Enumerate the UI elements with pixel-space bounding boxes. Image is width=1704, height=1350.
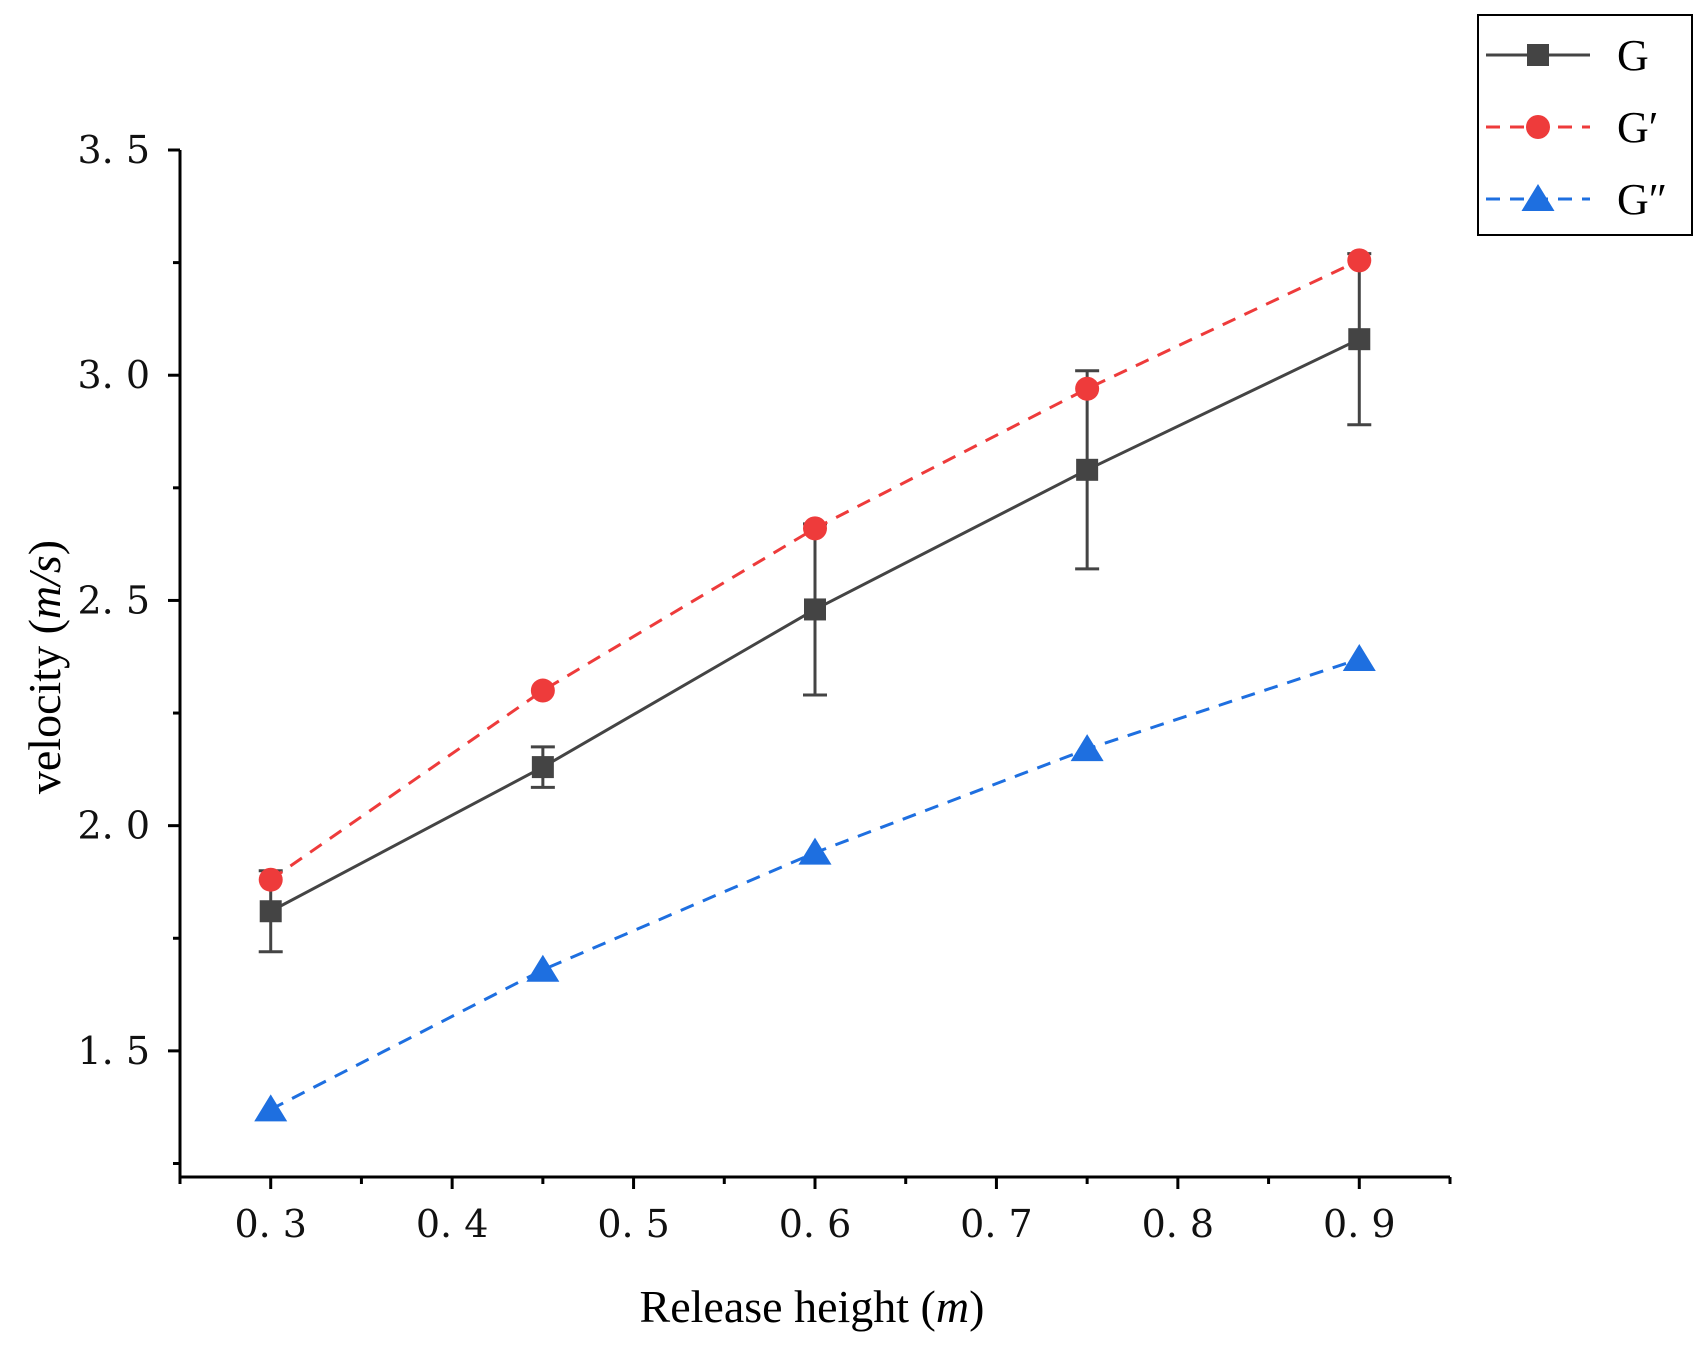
x-tick-label: 0. 9 bbox=[1323, 1202, 1396, 1246]
data-point bbox=[254, 1094, 288, 1122]
x-tick-label: 0. 4 bbox=[416, 1202, 489, 1246]
y-tick-label: 3. 0 bbox=[77, 353, 150, 397]
y-tick-label: 1. 5 bbox=[77, 1029, 150, 1073]
x-tick-label: 0. 8 bbox=[1142, 1202, 1215, 1246]
series-1 bbox=[258, 248, 1372, 892]
x-tick-label: 0. 5 bbox=[597, 1202, 670, 1246]
data-point bbox=[1075, 376, 1100, 401]
data-point bbox=[1526, 115, 1550, 139]
data-point bbox=[526, 954, 560, 982]
series-layer bbox=[254, 248, 1376, 1122]
data-point bbox=[531, 756, 554, 779]
data-point bbox=[530, 678, 555, 703]
x-tick-label: 0. 6 bbox=[779, 1202, 852, 1246]
data-point bbox=[258, 867, 283, 892]
x-tick-label: 0. 3 bbox=[234, 1202, 307, 1246]
data-point bbox=[1070, 734, 1104, 762]
legend-label: G bbox=[1617, 31, 1649, 80]
data-point bbox=[1076, 458, 1099, 481]
data-point bbox=[804, 598, 826, 621]
legend-label: G″ bbox=[1617, 175, 1667, 224]
data-point bbox=[1342, 643, 1376, 671]
series-0 bbox=[258, 252, 1372, 954]
data-point bbox=[803, 516, 827, 541]
y-tick-label: 3. 5 bbox=[77, 128, 150, 172]
data-point bbox=[259, 900, 282, 923]
data-point bbox=[1348, 328, 1371, 351]
legend-label: G′ bbox=[1617, 103, 1658, 152]
data-point bbox=[1521, 184, 1555, 211]
series-2 bbox=[254, 643, 1376, 1122]
x-tick-label: 0. 7 bbox=[960, 1202, 1033, 1246]
legend: G G′ G″ bbox=[1477, 14, 1693, 236]
y-tick-label: 2. 0 bbox=[77, 804, 150, 848]
series-line bbox=[270, 657, 1360, 1111]
data-point bbox=[1347, 248, 1372, 273]
y-tick-label: 2. 5 bbox=[77, 578, 150, 622]
data-point bbox=[798, 837, 832, 865]
data-point bbox=[1527, 44, 1549, 66]
y-axis-title: velocity (m/s) bbox=[19, 540, 70, 794]
axes: 0. 3 0. 4 0. 5 0. 6 0. 7 0. 8 0. 9 1. 5 2. 0 2. 5… bbox=[77, 128, 1452, 1246]
x-axis-title: Release height (m) bbox=[640, 1281, 985, 1332]
